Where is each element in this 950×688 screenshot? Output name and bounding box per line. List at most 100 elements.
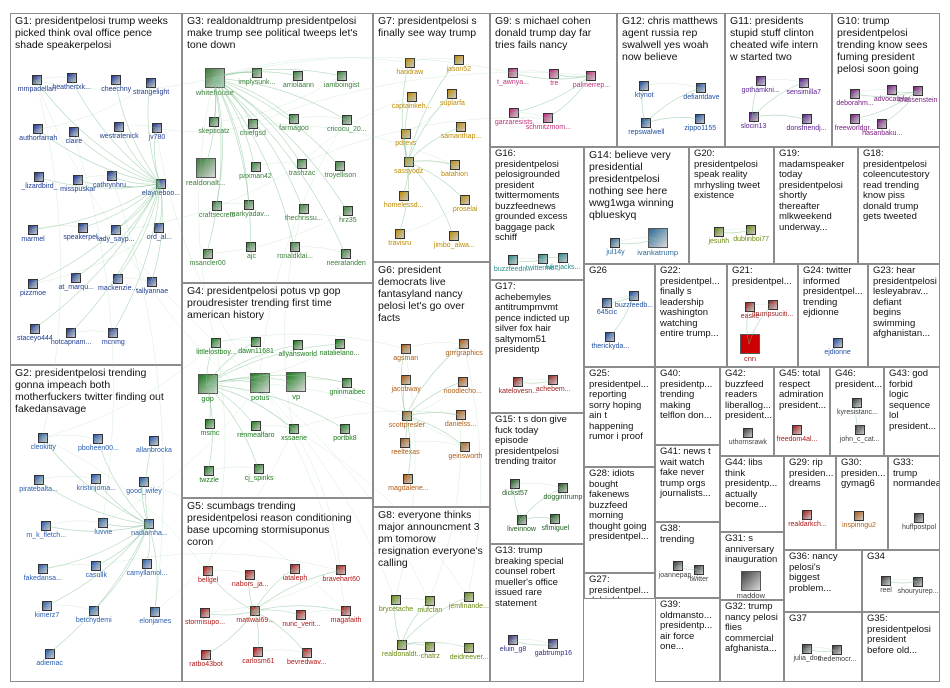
account-node[interactable]: freedom4al... [777,425,817,444]
account-node[interactable]: pboheen00... [78,434,119,453]
account-node[interactable]: cj_spinks [239,463,279,483]
account-node[interactable]: bravehart60 [321,565,361,584]
account-node[interactable]: nunc_verit... [281,610,321,629]
account-node[interactable]: captainkeh... [392,92,432,111]
account-node[interactable]: good_wifey [124,476,164,496]
account-node[interactable]: zippo1155 [680,113,720,133]
account-node[interactable]: krassenstein [898,86,938,105]
account-node[interactable]: jason52 [439,54,479,74]
account-node[interactable]: allanbrocka [134,436,174,455]
account-node[interactable]: casullk [76,561,116,580]
account-node[interactable]: danielss... [441,410,481,429]
account-node[interactable]: at_marqu... [56,272,96,292]
account-node[interactable]: ajc [231,242,271,261]
account-node[interactable]: gothamkni... [741,75,781,95]
account-node[interactable]: natalielano... [320,339,360,358]
account-node[interactable]: lady_sayp... [96,225,136,244]
account-node[interactable]: t_awnya... [493,67,533,87]
account-node[interactable]: staceyo444 [15,323,55,343]
account-node[interactable]: jemfinande... [449,591,489,611]
account-node[interactable]: scottpresler [387,411,427,430]
account-node[interactable]: inspiringu2 [839,510,879,530]
account-node[interactable]: mcnmg [93,328,133,347]
account-node[interactable]: huffpostpol [899,512,939,532]
account-node-featured[interactable]: cnn [730,333,770,363]
account-node[interactable]: gabtrump16 [533,639,573,658]
account-node[interactable]: sflmiguel [535,514,575,533]
account-node[interactable]: magafaith [326,606,366,625]
account-node[interactable]: claire [54,127,94,146]
account-node[interactable]: eluin_g8 [493,635,533,654]
account-node[interactable]: trashzac [282,158,322,178]
account-node[interactable]: thedemocr... [817,645,857,664]
account-node[interactable]: nadiamha... [129,519,169,538]
account-node[interactable]: piratebalta... [19,475,59,494]
account-node[interactable]: ktynot [624,80,664,100]
account-node[interactable]: sassyodz [389,157,429,176]
account-node[interactable]: sensimilla7 [784,77,824,97]
account-node[interactable]: paxman42 [236,161,276,181]
account-node[interactable]: jul14y [595,238,635,257]
account-node[interactable]: farmagoo [274,114,314,133]
account-node[interactable]: gninmaibec [327,377,367,397]
account-node-featured[interactable]: gop [188,374,228,403]
account-node[interactable]: neeratanden [326,248,366,268]
account-node[interactable]: pizzmoe [13,278,53,298]
account-node[interactable]: littlelostboy... [196,337,236,357]
account-node[interactable]: tallyannae [132,277,172,296]
account-node[interactable]: bellgel [188,565,228,585]
account-node[interactable]: carlosm61 [238,646,278,666]
account-node[interactable]: msmc [190,418,230,438]
account-node[interactable]: iamboingist [322,70,362,90]
account-node[interactable]: batahion [435,160,475,179]
account-node[interactable]: deborahm... [835,88,875,108]
account-node[interactable]: jacobway [386,375,426,394]
account-node[interactable]: msancler00 [188,248,228,268]
account-node[interactable]: defiantdave [681,83,721,102]
account-node[interactable]: dickst57 [495,479,535,498]
account-node[interactable]: deidreever... [449,642,489,662]
account-node[interactable]: chiefgsd [233,119,273,138]
account-node[interactable]: cricocu_20... [327,114,367,134]
account-node[interactable]: betchydemi [74,605,114,625]
account-node[interactable]: doggintrump [543,483,583,502]
account-node[interactable]: realdarkch... [787,509,827,529]
account-node[interactable]: cathrynhru... [92,171,132,190]
account-node[interactable]: authorfarrah [18,124,58,143]
account-node[interactable]: hrz35 [328,205,368,225]
account-node[interactable]: repswalwell [626,118,666,137]
account-node[interactable]: renmealfaro [236,421,276,440]
account-node-featured[interactable]: vp [276,372,316,401]
account-node[interactable]: hasanbaku... [862,119,902,138]
account-node-featured[interactable]: ivankatrump [637,228,678,257]
account-node[interactable]: westratenick [99,121,139,141]
account-node[interactable]: travisru [380,228,420,248]
account-node[interactable]: strangelight [131,78,171,97]
account-node[interactable]: xssaene [274,423,314,443]
account-node[interactable]: agsman [386,343,426,363]
account-node[interactable]: arriolaann [278,70,318,90]
account-node[interactable]: lukejacks... [543,252,583,272]
account-node[interactable]: proselai [445,194,485,214]
account-node[interactable]: portbk8 [325,423,365,443]
account-node[interactable]: luvvie [83,518,123,537]
account-node[interactable]: adiemac [30,648,70,668]
account-node[interactable]: trumpsuciti... [753,299,793,319]
account-node[interactable]: jimbo_alwa... [434,230,475,250]
account-node[interactable]: slocin13 [734,112,774,131]
account-node[interactable]: uthornsrawk [728,428,768,447]
account-node[interactable]: skepticatz [194,117,234,136]
account-node[interactable]: suplarfa [432,89,472,108]
account-node[interactable]: homelessd... [384,190,424,210]
account-node[interactable]: buzzfeedb... [614,291,654,310]
account-node[interactable]: elonjames [135,607,175,626]
account-node[interactable]: mattwal69... [235,606,275,625]
account-node[interactable]: kristinjoma... [76,473,116,493]
account-node[interactable]: john_c_cat... [840,424,880,444]
account-node-featured[interactable]: whitehouse [195,67,235,97]
account-node[interactable]: tre [534,68,574,88]
account-node[interactable]: noodlecho... [443,377,483,396]
account-node[interactable]: markyadav... [229,199,269,219]
account-node[interactable]: m_k_fletch... [26,520,66,540]
account-node[interactable]: dublinboi77 [731,224,771,244]
